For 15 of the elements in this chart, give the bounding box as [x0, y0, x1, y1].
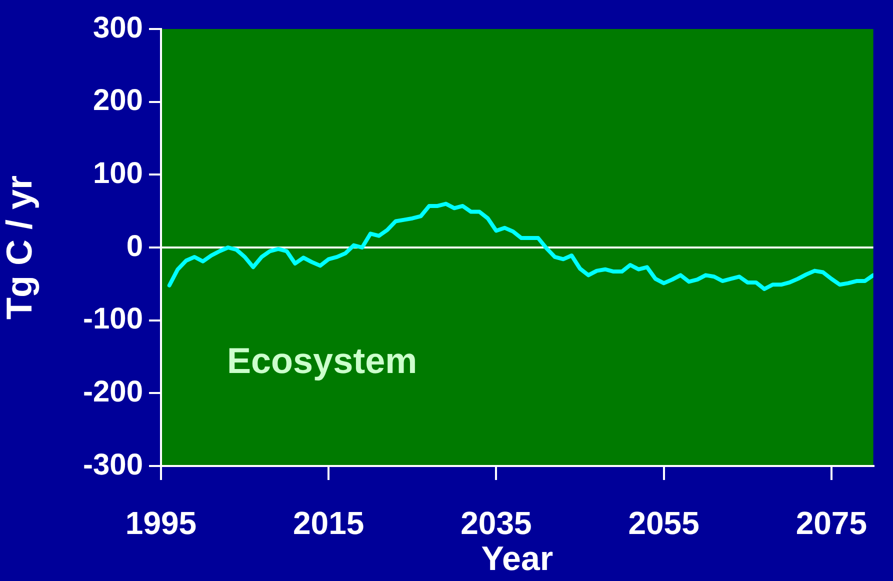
y-tick-label: -200 [82, 375, 143, 408]
y-tick-label: 200 [92, 84, 143, 118]
y-axis-title: Tg C / yr [0, 175, 40, 320]
y-tick-label: 100 [92, 156, 143, 190]
y-tick-label: -100 [82, 302, 143, 336]
x-tick-label: 1995 [125, 505, 197, 542]
x-tick-label: 2015 [293, 505, 364, 542]
x-tick-label: 2035 [460, 505, 532, 542]
y-tick-label: 0 [126, 230, 143, 263]
annotation: Ecosystem [227, 340, 418, 381]
x-tick-label: 2075 [796, 505, 867, 542]
x-axis-title: Year [481, 540, 554, 578]
x-tick-label: 2055 [628, 505, 700, 542]
y-tick-label: 300 [92, 11, 143, 44]
y-tick-label: -300 [82, 448, 143, 482]
